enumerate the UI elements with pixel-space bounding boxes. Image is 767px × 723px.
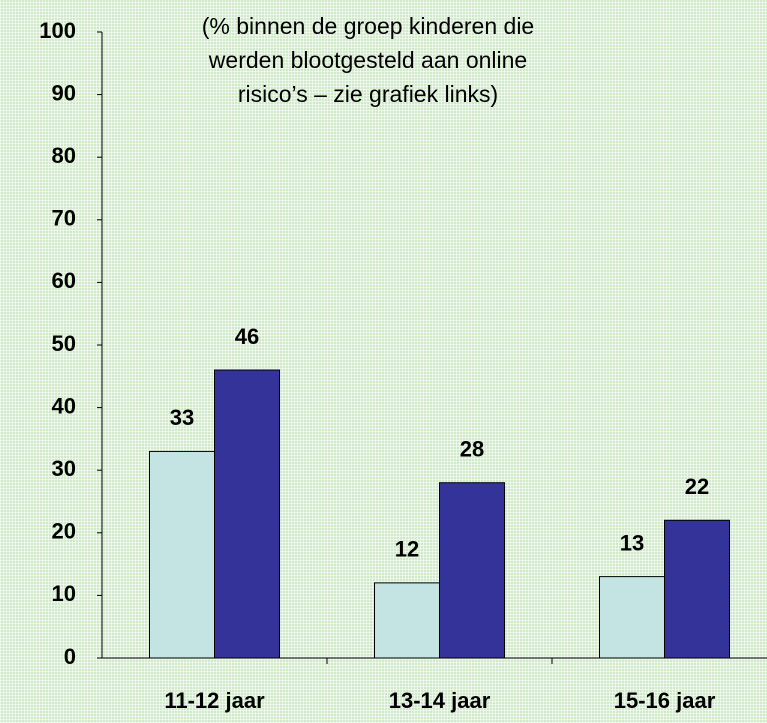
annotation: werden blootgesteld aan online <box>208 47 527 73</box>
y-tick-label: 60 <box>52 268 76 293</box>
x-tick-label: 15-16 jaar <box>614 688 716 713</box>
bar <box>599 576 665 659</box>
y-tick-label: 30 <box>52 456 76 481</box>
y-tick-label: 100 <box>39 18 76 43</box>
bar <box>374 582 440 659</box>
y-tick-label: 40 <box>52 393 76 418</box>
value-label: 46 <box>235 324 259 349</box>
value-label: 12 <box>395 537 419 562</box>
value-label: 28 <box>460 437 484 462</box>
bar <box>214 369 280 659</box>
y-tick-label: 50 <box>52 331 76 356</box>
y-tick-label: 80 <box>52 143 76 168</box>
value-label: 33 <box>170 405 194 430</box>
y-tick-label: 10 <box>52 581 76 606</box>
annotation: (% binnen de groep kinderen die <box>202 13 534 39</box>
x-tick-label: 11-12 jaar <box>164 688 265 713</box>
bar <box>149 450 215 659</box>
y-tick-label: 0 <box>64 644 76 669</box>
x-tick-label: 13-14 jaar <box>389 688 491 713</box>
y-tick-label: 20 <box>52 519 76 544</box>
y-tick-label: 70 <box>52 206 76 231</box>
value-label: 22 <box>685 474 709 499</box>
bar <box>439 482 505 659</box>
bar <box>664 519 730 659</box>
annotation: risico’s – zie grafiek links) <box>238 81 498 107</box>
value-label: 13 <box>620 530 644 555</box>
y-tick-label: 90 <box>52 80 76 105</box>
